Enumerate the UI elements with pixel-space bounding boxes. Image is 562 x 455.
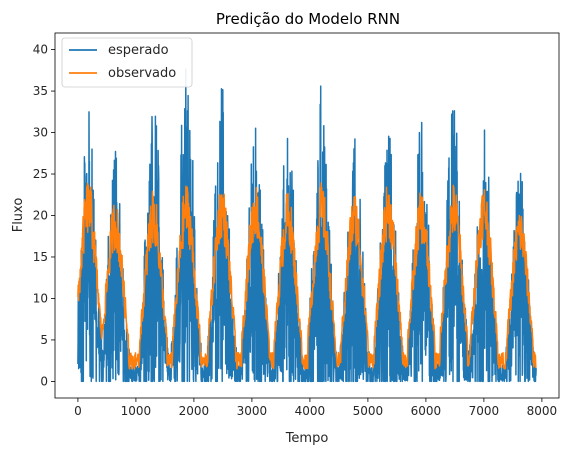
legend: esperado observado [61, 37, 193, 88]
y-tick-label: 30 [33, 126, 48, 140]
x-axis-label: Tempo [285, 431, 329, 446]
y-axis-label: Fluxo [11, 198, 26, 233]
y-tick-label: 10 [33, 291, 48, 305]
x-tick-label: 7000 [469, 404, 500, 418]
y-axis: 0 5 10 15 20 25 30 35 40 [33, 43, 55, 388]
y-tick-label: 5 [40, 333, 48, 347]
legend-label-esperado: esperado [108, 43, 169, 58]
legend-label-observado: observado [108, 66, 176, 81]
y-tick-label: 20 [33, 209, 48, 223]
x-tick-label: 4000 [295, 404, 326, 418]
plot-area [54, 32, 560, 399]
y-tick-label: 35 [33, 84, 48, 98]
x-tick-label: 5000 [353, 404, 384, 418]
x-tick-label: 3000 [237, 404, 268, 418]
x-axis: 0 1000 2000 3000 4000 5000 6000 7000 8000 [74, 398, 557, 418]
series-line-observado [77, 182, 537, 370]
chart-title: Predição do Modelo RNN [216, 10, 400, 28]
x-tick-label: 0 [74, 404, 82, 418]
y-tick-label: 15 [33, 250, 48, 264]
series-layer [77, 68, 537, 383]
y-tick-label: 25 [33, 167, 48, 181]
x-tick-label: 2000 [179, 404, 210, 418]
x-tick-label: 1000 [121, 404, 152, 418]
x-tick-label: 8000 [527, 404, 558, 418]
y-tick-label: 0 [40, 374, 48, 388]
y-tick-label: 40 [33, 43, 48, 57]
x-tick-label: 6000 [411, 404, 442, 418]
